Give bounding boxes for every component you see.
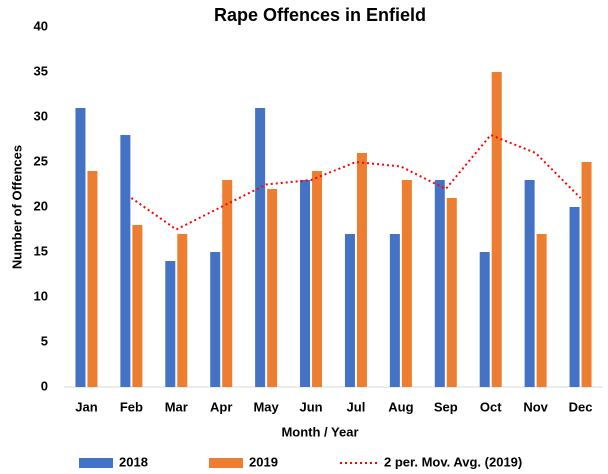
- y-tick-label: 20: [34, 198, 48, 213]
- bar: [75, 108, 86, 387]
- bar: [356, 153, 367, 387]
- y-axis-label: Number of Offences: [9, 145, 24, 269]
- x-tick-label: Apr: [210, 399, 232, 414]
- bar: [267, 189, 278, 387]
- y-tick-label: 40: [34, 18, 48, 33]
- x-tick-label: Jun: [299, 399, 322, 414]
- bar: [312, 171, 323, 387]
- bar: [255, 108, 266, 387]
- x-tick-label: Jul: [347, 399, 366, 414]
- x-tick-label: Nov: [523, 399, 548, 414]
- x-tick-label: Sep: [434, 399, 458, 414]
- moving-average-line: [130, 133, 582, 231]
- x-axis-label: Month / Year: [281, 424, 358, 439]
- bar: [389, 234, 400, 387]
- y-tick-label: 10: [34, 288, 48, 303]
- legend-label: 2019: [249, 454, 278, 469]
- bar: [132, 225, 143, 387]
- bar: [222, 180, 233, 387]
- bar: [446, 198, 457, 387]
- bar: [581, 162, 592, 387]
- x-tick-label: May: [253, 399, 279, 414]
- bar: [479, 252, 490, 387]
- x-tick-label: Dec: [569, 399, 593, 414]
- y-tick-label: 30: [34, 108, 48, 123]
- y-tick-label: 15: [34, 243, 48, 258]
- x-tick-label: Aug: [388, 399, 413, 414]
- bar: [300, 180, 311, 387]
- bar: [165, 261, 176, 387]
- chart-title: Rape Offences in Enfield: [214, 5, 426, 25]
- legend-swatch: [209, 458, 243, 468]
- bar: [120, 135, 131, 387]
- y-tick-label: 35: [34, 63, 48, 78]
- bar: [536, 234, 547, 387]
- bar: [344, 234, 355, 387]
- y-tick-label: 25: [34, 153, 48, 168]
- x-tick-label: Jan: [75, 399, 97, 414]
- y-tick-label: 0: [41, 378, 48, 393]
- bar: [434, 180, 445, 387]
- legend-swatch: [79, 458, 113, 468]
- x-tick-label: Mar: [165, 399, 188, 414]
- bar: [569, 207, 580, 387]
- bar: [524, 180, 535, 387]
- x-tick-label: Oct: [480, 399, 502, 414]
- bar: [401, 180, 412, 387]
- x-tick-label: Feb: [120, 399, 143, 414]
- bar: [491, 72, 502, 387]
- legend-label: 2 per. Mov. Avg. (2019): [384, 454, 522, 469]
- bar: [210, 252, 221, 387]
- bar: [177, 234, 188, 387]
- y-tick-label: 5: [41, 333, 48, 348]
- bar: [87, 171, 98, 387]
- legend-label: 2018: [119, 454, 148, 469]
